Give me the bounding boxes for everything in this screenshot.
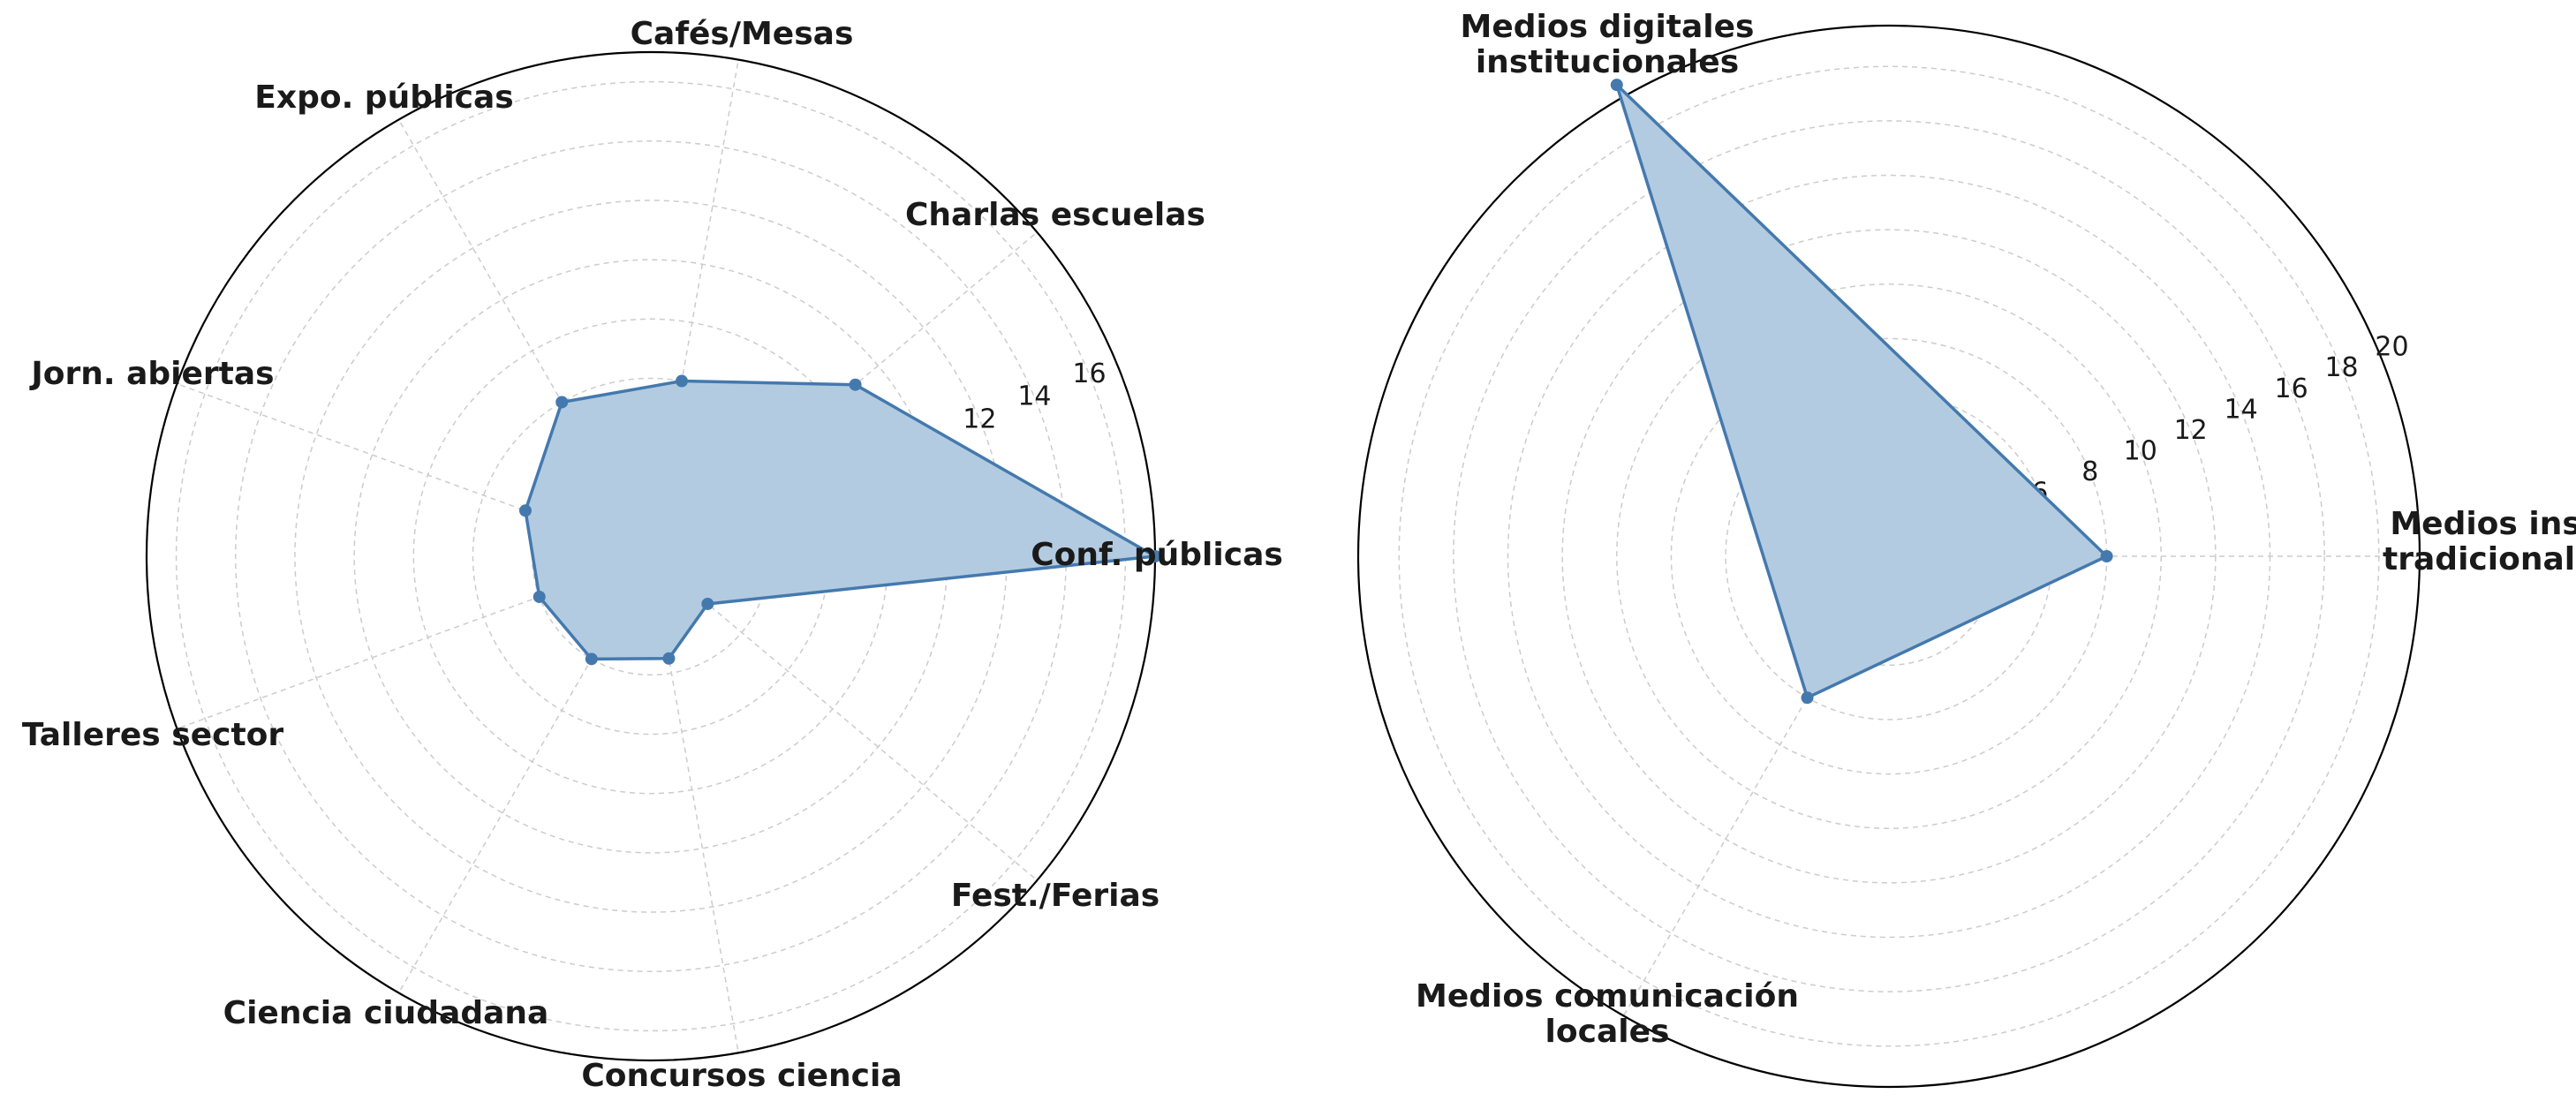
category-label: Conf. públicas: [1031, 537, 1283, 573]
grid-spoke: [397, 119, 652, 557]
radar-chart-right: 02468101214161820Medios inst.tradicional…: [1356, 9, 2576, 1089]
category-label: Ciencia ciudadana: [223, 995, 549, 1031]
data-series-area: [1615, 83, 2109, 699]
radial-tick-label: 8: [2081, 456, 2098, 487]
data-point: [1149, 550, 1161, 562]
category-label: Talleres sector: [22, 717, 284, 753]
category-label: Cafés/Mesas: [631, 16, 854, 52]
data-point: [585, 653, 598, 666]
data-point: [1801, 691, 1814, 705]
data-point: [849, 378, 862, 391]
radial-tick-label: 14: [1017, 381, 1051, 412]
grid-circle: [1453, 120, 2325, 992]
radial-tick-label: 16: [2274, 373, 2308, 404]
data-point: [518, 504, 532, 517]
category-label: Jorn. abiertas: [28, 356, 274, 392]
grid-spoke: [650, 231, 1038, 557]
radial-tick-label: 12: [2174, 415, 2208, 446]
data-point: [2100, 550, 2113, 562]
grid-spoke: [650, 59, 739, 557]
category-label: Concursos ciencia: [581, 1058, 902, 1094]
grid-spoke: [397, 555, 652, 993]
data-point: [701, 597, 714, 610]
data-point: [533, 590, 546, 603]
data-point: [675, 374, 688, 388]
category-label: Medios inst.tradicionales: [2383, 506, 2576, 577]
radial-tick-label: 20: [2375, 332, 2408, 363]
grid-spoke: [177, 555, 652, 729]
category-label: Charlas escuelas: [905, 197, 1205, 233]
grid-spoke: [177, 383, 652, 557]
category-label: Medios digitales institucionales: [1461, 9, 1755, 80]
category-label: Medios comunicación locales: [1416, 978, 1799, 1050]
grid-circle: [1561, 229, 2217, 884]
polar-frame: [1356, 24, 2421, 1089]
radial-tick-label: 10: [2124, 436, 2157, 467]
data-point: [555, 396, 569, 409]
grid-spoke: [650, 555, 1038, 881]
data-point: [1610, 79, 1623, 92]
data-series-area: [524, 379, 1157, 661]
category-label: Expo. públicas: [254, 79, 513, 116]
radial-tick-label: 18: [2324, 352, 2358, 383]
radial-tick-label: 16: [1072, 358, 1106, 389]
category-label: Fest./Ferias: [951, 878, 1160, 914]
radial-tick-label: 12: [963, 404, 996, 434]
radial-tick-label: 14: [2225, 394, 2258, 425]
grid-spoke: [650, 555, 739, 1053]
data-point: [662, 652, 676, 665]
